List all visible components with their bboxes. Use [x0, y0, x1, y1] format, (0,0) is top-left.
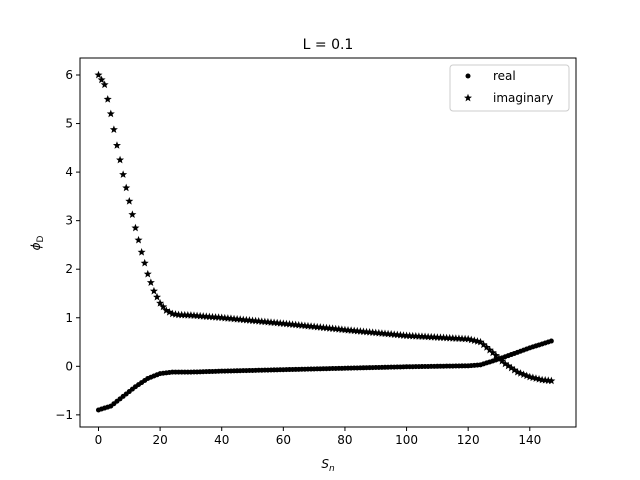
legend-label-imaginary: imaginary — [493, 91, 553, 105]
data-point-imaginary — [109, 125, 118, 134]
y-tick-label: 1 — [65, 311, 73, 325]
data-point-imaginary — [146, 278, 155, 286]
x-axis-label: Sn — [321, 457, 335, 474]
x-tick-label: 120 — [457, 433, 480, 447]
y-tick-label: 3 — [65, 214, 73, 228]
data-point-imaginary — [103, 95, 112, 103]
data-point-imaginary — [180, 310, 189, 319]
data-point-imaginary — [165, 307, 174, 316]
data-point-imaginary — [156, 298, 165, 307]
x-tick-label: 100 — [395, 433, 418, 447]
data-point-imaginary — [482, 343, 491, 351]
y-tick-label: 5 — [65, 117, 73, 131]
data-point-imaginary — [122, 183, 131, 192]
y-axis-label-subscript: D — [36, 236, 46, 243]
data-point-imaginary — [100, 80, 109, 89]
data-point-imaginary — [476, 337, 485, 346]
data-point-imaginary — [485, 345, 494, 354]
x-axis-label-base: S — [321, 457, 329, 471]
legend-label-real: real — [493, 69, 516, 83]
data-point-imaginary — [125, 197, 134, 205]
data-point-imaginary — [128, 210, 137, 218]
x-tick-label: 0 — [95, 433, 103, 447]
y-tick-label: 0 — [65, 359, 73, 373]
data-point-imaginary — [149, 286, 158, 295]
y-tick-label: 2 — [65, 262, 73, 276]
y-axis: −1 0 1 2 3 4 5 6 — [55, 68, 80, 422]
data-point-imaginary — [137, 248, 146, 256]
x-tick-label: 80 — [337, 433, 352, 447]
data-point-imaginary — [106, 109, 115, 118]
x-axis-label-subscript: n — [329, 464, 335, 474]
y-tick-label: 6 — [65, 68, 73, 82]
data-point-imaginary — [491, 351, 500, 359]
data-point-imaginary — [174, 310, 183, 319]
y-tick-label: −1 — [55, 408, 73, 422]
data-point-imaginary — [131, 223, 140, 232]
data-point-imaginary — [134, 235, 143, 244]
x-tick-label: 20 — [152, 433, 167, 447]
legend-marker-real — [465, 73, 471, 79]
data-point-imaginary — [153, 292, 162, 301]
data-point-imaginary — [513, 367, 522, 376]
x-tick-label: 40 — [214, 433, 229, 447]
legend-marker-imaginary — [464, 93, 472, 102]
data-point-imaginary — [507, 363, 516, 372]
axes-frame — [79, 57, 577, 428]
x-tick-label: 140 — [518, 433, 541, 447]
data-point-imaginary — [97, 75, 106, 84]
data-point-imaginary — [116, 155, 125, 164]
y-axis-label: ϕD — [29, 236, 46, 251]
data-point-imaginary — [119, 170, 128, 178]
data-point-imaginary — [504, 361, 513, 370]
data-point-imaginary — [159, 302, 168, 311]
data-point-imaginary — [501, 359, 510, 368]
data-point-imaginary — [519, 370, 528, 378]
data-point-imaginary — [522, 371, 531, 380]
data-point-imaginary — [94, 70, 103, 79]
data-point-imaginary — [488, 348, 497, 357]
data-point-imaginary — [183, 311, 192, 319]
data-point-real — [548, 338, 554, 344]
data-point-imaginary — [162, 306, 171, 314]
data-point-imaginary — [177, 310, 186, 319]
data-point-imaginary — [494, 354, 503, 362]
data-point-imaginary — [498, 356, 507, 365]
data-point-imaginary — [547, 376, 556, 385]
x-tick-label: 60 — [276, 433, 291, 447]
data-point-imaginary — [510, 365, 519, 374]
data-point-imaginary — [479, 340, 488, 349]
legend-box — [449, 64, 570, 112]
data-point-imaginary — [516, 369, 525, 377]
data-point-imaginary — [143, 269, 152, 278]
data-point-imaginary — [140, 258, 149, 267]
y-axis-label-base: ϕ — [29, 242, 43, 250]
y-tick-label: 4 — [65, 165, 73, 179]
chart-title: L = 0.1 — [303, 37, 354, 53]
x-axis: 0 20 40 60 80 100 120 140 — [95, 427, 541, 447]
plot-area — [94, 70, 556, 413]
legend: real imaginary — [449, 64, 570, 112]
data-point-imaginary — [112, 141, 121, 149]
